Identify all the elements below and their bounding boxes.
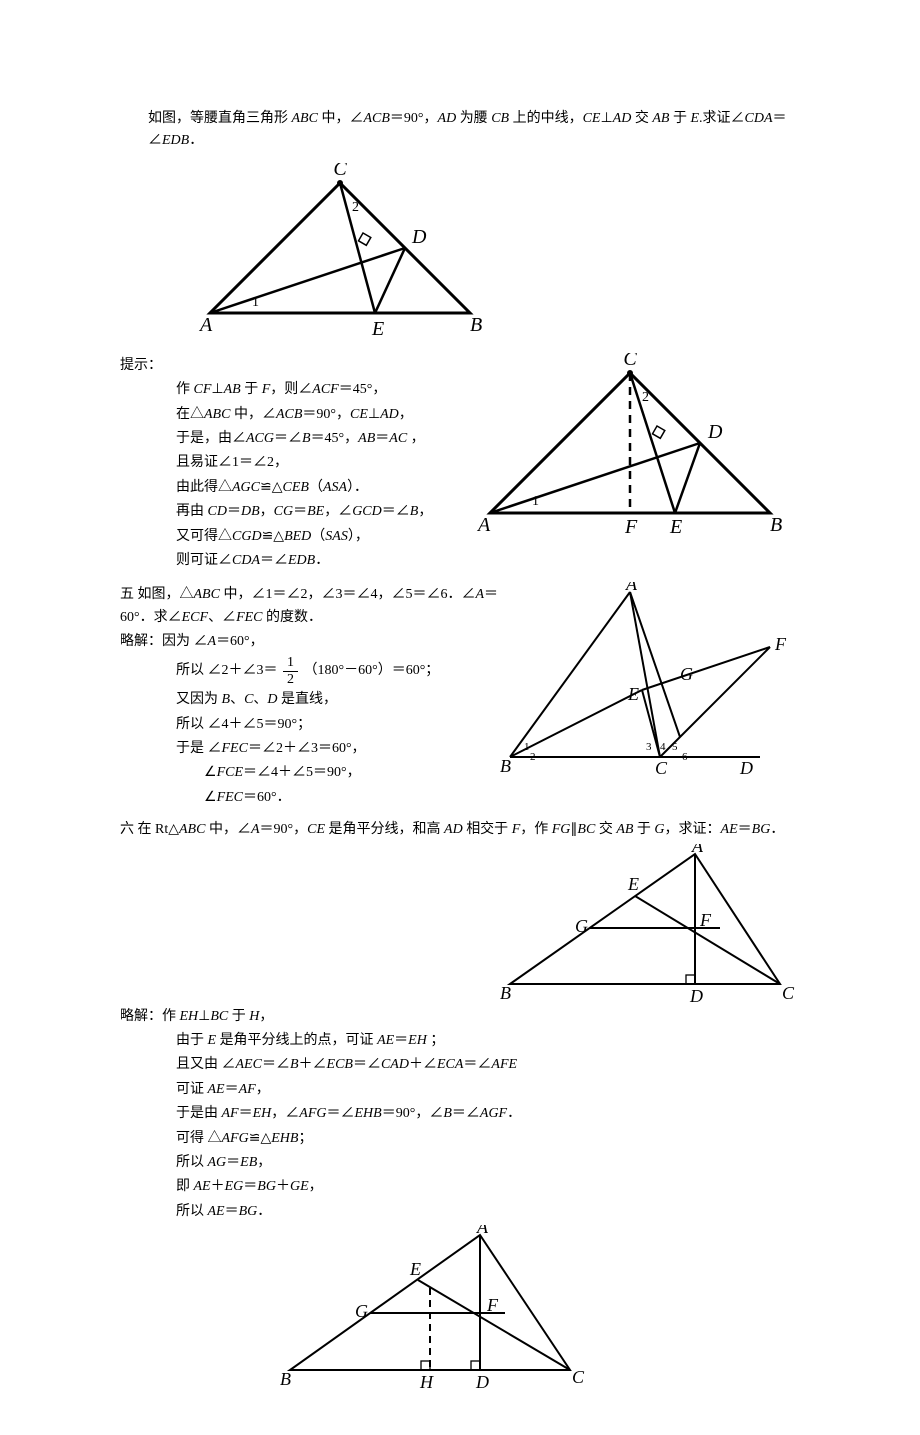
svg-text:F: F: [699, 910, 712, 930]
svg-text:D: D: [707, 421, 723, 443]
svg-text:F: F: [624, 516, 638, 538]
svg-text:A: A: [691, 844, 704, 856]
svg-text:B: B: [470, 314, 482, 336]
svg-text:H: H: [419, 1372, 434, 1392]
svg-text:G: G: [680, 664, 693, 684]
problem4-statement: 如图，等腰直角三角形 ABC 中，∠ACB＝90°，AD 为腰 CB 上的中线，…: [120, 108, 800, 153]
svg-text:1: 1: [524, 741, 530, 753]
svg-text:B: B: [500, 983, 511, 1003]
svg-text:6: 6: [682, 751, 688, 763]
svg-text:1: 1: [532, 494, 539, 509]
problem4: 如图，等腰直角三角形 ABC 中，∠ACB＝90°，AD 为腰 CB 上的中线，…: [120, 108, 800, 574]
svg-text:E: E: [627, 684, 639, 704]
svg-text:2: 2: [642, 390, 649, 405]
svg-text:D: D: [475, 1372, 489, 1392]
svg-text:2: 2: [530, 751, 536, 763]
problem4-figure2: C A B D F E 1 2: [470, 353, 800, 543]
svg-text:A: A: [476, 514, 491, 536]
svg-text:D: D: [689, 986, 703, 1004]
svg-text:E: E: [409, 1259, 421, 1279]
svg-text:D: D: [411, 226, 427, 248]
svg-text:F: F: [486, 1295, 499, 1315]
svg-text:B: B: [280, 1369, 291, 1389]
problem5-figure: A B C D E F G 1 2 3 4 5 6: [500, 582, 800, 782]
svg-text:E: E: [669, 516, 682, 538]
svg-text:E: E: [371, 318, 384, 340]
problem6: 六 在 Rt△ABC 中，∠A＝90°，CE 是角平分线，和高 AD 相交于 F…: [120, 819, 800, 1395]
svg-text:3: 3: [646, 741, 652, 753]
svg-text:A: A: [476, 1225, 489, 1237]
hint-label: 提示：: [120, 355, 470, 377]
svg-text:B: B: [770, 514, 782, 536]
svg-text:5: 5: [672, 741, 678, 753]
svg-text:A: A: [198, 314, 213, 336]
svg-text:G: G: [355, 1301, 368, 1321]
problem5: 五 如图，△ABC 中，∠1＝∠2，∠3＝∠4，∠5＝∠6．∠A＝60°．求∠E…: [120, 582, 800, 811]
svg-text:4: 4: [660, 741, 666, 753]
svg-text:C: C: [333, 163, 347, 180]
svg-text:C: C: [655, 758, 668, 778]
problem6-figure2: A B C D H E F G: [280, 1225, 800, 1395]
problem4-figure1: C A B D E 1 2: [180, 163, 800, 343]
svg-text:E: E: [627, 874, 639, 894]
svg-text:C: C: [782, 983, 795, 1003]
svg-text:A: A: [625, 582, 638, 594]
svg-text:F: F: [774, 634, 787, 654]
svg-text:D: D: [739, 758, 753, 778]
svg-text:1: 1: [252, 295, 259, 310]
problem6-figure1: A B C D E F G: [500, 844, 800, 1004]
svg-text:C: C: [572, 1367, 585, 1387]
svg-text:2: 2: [352, 200, 359, 215]
svg-text:C: C: [623, 353, 637, 370]
svg-text:G: G: [575, 916, 588, 936]
svg-text:B: B: [500, 756, 511, 776]
